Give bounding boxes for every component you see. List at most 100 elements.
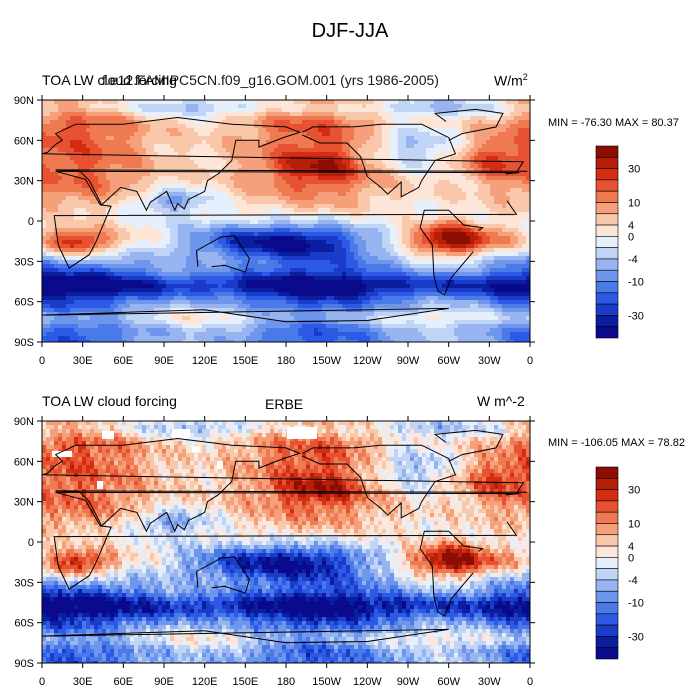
x-tick-label: 60E [114,355,134,367]
colorbar-swatch [595,557,619,569]
colorbar-swatch [595,303,619,316]
map-panel-1: 0 30E 60E 90E 120E 150E 180 150W 120W 90W 60W 30W 09… [14,95,644,367]
colorbar-swatch [595,179,619,192]
panel2-center-title: ERBE [265,396,304,412]
colorbar-swatch [595,236,619,248]
x-tick-label: 150W [312,355,341,367]
y-tick-label: 30N [14,176,34,188]
x-tick-label: 90W [397,676,420,688]
missing-data-patch [97,481,103,489]
colorbar-swatch [595,545,619,558]
colorbar-label: 0 [628,552,634,564]
colorbar-swatch [595,568,619,581]
colorbar-swatch [595,466,619,479]
y-tick-label: 0 [28,216,34,228]
colorbar-swatch [595,602,619,615]
x-tick-label: 30E [73,355,93,367]
x-tick-label: 120E [192,355,218,367]
x-tick-label: 90E [154,355,174,367]
colorbar-swatch [595,315,619,328]
colorbar-label: -30 [628,310,644,322]
missing-data-patch [192,446,200,452]
coastline-2 [195,556,250,594]
colorbar-swatch [595,534,619,547]
x-tick-label: 180 [277,676,295,688]
x-tick-label: 30W [478,676,501,688]
coastline-1 [419,209,484,296]
x-tick-label: 60W [437,355,460,367]
colorbar-swatch [595,202,619,215]
colorbar-swatch [595,247,619,260]
y-tick-label: 60S [14,618,34,630]
colorbar-swatch [595,636,619,649]
y-tick-label: 0 [28,537,34,549]
colorbar-swatch [595,190,619,203]
colorbar-label: 30 [628,485,640,497]
colorbar-swatch [595,269,619,282]
colorbar-swatch [595,579,619,592]
colorbar-label: -10 [628,277,644,289]
colorbar-swatch [595,258,619,271]
x-tick-label: 30W [478,355,501,367]
x-tick-label: 0 [527,676,533,688]
coastline-6 [42,307,449,323]
coastline-5 [433,108,504,141]
colorbar-swatch [595,500,619,513]
colorbar-swatch [595,281,619,294]
x-tick-label: 30E [73,676,93,688]
colorbar-swatch [595,477,619,490]
colorbar-swatch [595,624,619,637]
y-tick-label: 30S [14,577,34,589]
x-tick-label: 60W [437,676,460,688]
panel2-minmax: MIN = -106.05 MAX = 78.82 [548,437,685,449]
colorbar-label: 30 [628,164,640,176]
coastline-3 [302,123,457,198]
coastline-4 [42,116,528,212]
colorbar-label: -30 [628,631,644,643]
y-tick-label: 60S [14,297,34,309]
missing-data-patch [102,431,114,439]
map-field-2 [42,421,530,663]
panel1-units: W/m2 [494,72,528,89]
x-tick-label: 0 [527,355,533,367]
colorbar-2: 30 10 40 -4 -10 -30 [595,466,644,660]
colorbar-swatch [595,224,619,237]
x-tick-label: 150E [232,355,258,367]
x-tick-label: 120W [353,355,382,367]
coastline-3 [302,444,457,519]
colorbar-label: 0 [628,231,634,243]
y-tick-label: 90N [14,95,34,107]
x-tick-label: 0 [39,676,45,688]
panel1-left-title: TOA LW cloud forcing [42,72,177,88]
y-tick-label: 60N [14,456,34,468]
coastline-0 [53,170,520,269]
panel2-left-title: TOA LW cloud forcing [42,393,177,409]
page-title: DJF-JJA [311,20,389,42]
x-tick-label: 150E [232,676,258,688]
coastline-5 [433,429,504,462]
y-tick-label: 90N [14,416,34,428]
coastline-2 [195,235,250,273]
colorbar-label: 10 [628,518,640,530]
colorbar-swatch [595,511,619,524]
x-tick-label: 0 [39,355,45,367]
panel1-center-title: f.e12.FAMIPC5CN.f09_g16.GOM.001 (yrs 198… [102,72,439,88]
colorbar-swatch [595,523,619,536]
x-tick-label: 150W [312,676,341,688]
colorbar-swatch [595,647,619,660]
colorbar-label: -4 [628,254,638,266]
x-tick-label: 90W [397,355,420,367]
x-tick-label: 90E [154,676,174,688]
y-tick-label: 60N [14,135,34,147]
coastline-0 [53,491,520,590]
coastline-4 [42,437,528,533]
colorbar-swatch [595,213,619,226]
colorbar-swatch [595,590,619,603]
colorbar-1: 30 10 40 -4 -10 -30 [595,145,644,339]
colorbar-label: 10 [628,197,640,209]
map-field-1 [42,100,530,342]
colorbar-swatch [595,292,619,305]
y-tick-label: 90S [14,337,34,349]
coastline-1 [419,530,484,617]
colorbar-swatch [595,489,619,502]
